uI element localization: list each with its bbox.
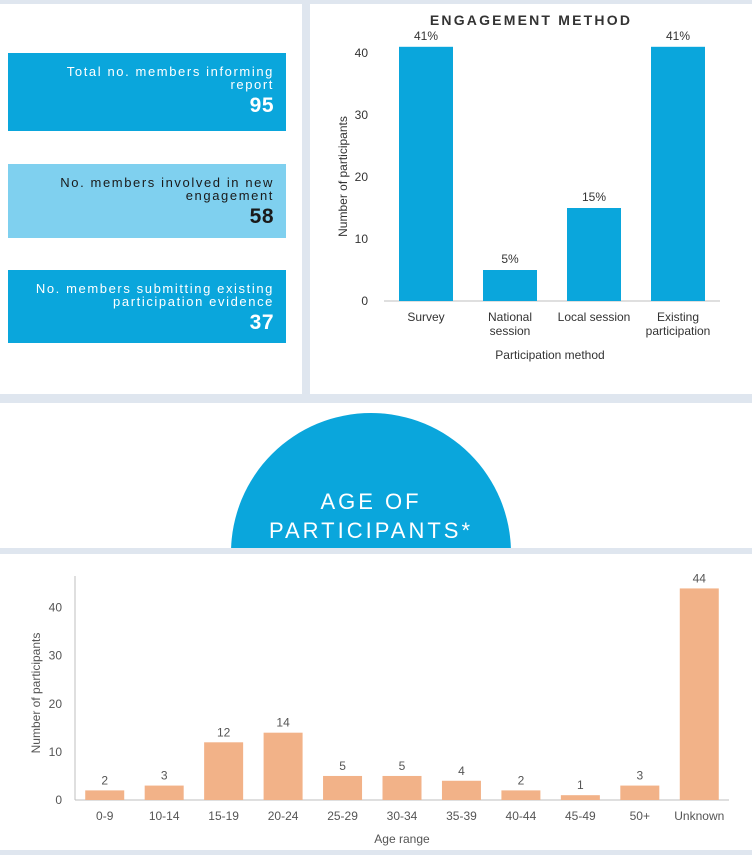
- bar-data-label: 4: [458, 764, 465, 778]
- x-tick-label: 45-49: [565, 809, 596, 823]
- age-title-line2: PARTICIPANTS*: [268, 518, 474, 543]
- stat-box-new-engagement: No. members involved in new engagement 5…: [8, 164, 286, 238]
- y-tick-label: 30: [355, 108, 369, 122]
- y-tick-label: 40: [49, 601, 63, 615]
- bar-data-label: 5: [399, 759, 406, 773]
- bar: [483, 270, 537, 301]
- bar: [399, 46, 453, 301]
- x-tick-label: 20-24: [268, 809, 299, 823]
- bar-data-label: 2: [101, 773, 108, 787]
- x-axis-label: Participation method: [495, 348, 604, 362]
- y-tick-label: 0: [361, 294, 368, 308]
- bar-data-label: 1: [577, 778, 584, 792]
- age-chart: 01020304020-9310-141215-191420-24525-295…: [29, 571, 729, 846]
- bar-data-label: 44: [693, 571, 707, 585]
- bar: [620, 785, 660, 800]
- x-tick-label: 25-29: [327, 809, 358, 823]
- y-tick-label: 0: [55, 793, 62, 807]
- bar: [263, 732, 303, 800]
- bar: [85, 790, 125, 800]
- bar: [204, 742, 244, 800]
- x-tick-label: Unknown: [674, 809, 724, 823]
- y-tick-label: 20: [355, 170, 369, 184]
- bar: [651, 46, 705, 301]
- bar: [144, 785, 184, 800]
- x-tick-label: 40-44: [506, 809, 537, 823]
- bar-data-label: 3: [161, 769, 168, 783]
- bar: [441, 780, 481, 800]
- x-tick-label: 0-9: [96, 809, 114, 823]
- stats-panel: Total no. members informing report 95 No…: [0, 4, 302, 394]
- bar: [501, 790, 541, 800]
- stat-box-existing-evidence: No. members submitting existing particip…: [8, 270, 286, 343]
- bar: [382, 775, 422, 800]
- engagement-chart-panel: ENGAGEMENT METHOD 0 10 20 30 40 41% Survey 5% Nat…: [310, 4, 752, 394]
- y-tick-label: 10: [49, 745, 63, 759]
- bar: [567, 208, 621, 301]
- stat-label: No. members involved in new engagement: [60, 175, 274, 203]
- x-tick-label: 15-19: [208, 809, 239, 823]
- bar: [679, 588, 719, 800]
- y-tick-label: 40: [355, 46, 369, 60]
- engagement-chart: ENGAGEMENT METHOD 0 10 20 30 40 41% Survey 5% Nat…: [336, 12, 720, 362]
- stat-label: No. members submitting existing particip…: [35, 281, 274, 309]
- bar-data-label: 5: [339, 759, 346, 773]
- x-tick-label: participation: [646, 324, 711, 338]
- y-axis-label: Number of participants: [336, 116, 350, 237]
- bar: [323, 775, 363, 800]
- x-tick-label: Survey: [407, 310, 444, 324]
- bar-data-label: 12: [217, 725, 231, 739]
- stat-value: 37: [249, 311, 274, 334]
- bar-data-label: 41%: [414, 29, 438, 43]
- x-tick-label: National: [488, 310, 532, 324]
- y-tick-label: 20: [49, 697, 63, 711]
- x-tick-label: 30-34: [387, 809, 418, 823]
- age-section-title: AGE OF PARTICIPANTS*: [231, 487, 511, 545]
- bar-data-label: 3: [636, 769, 643, 783]
- age-chart-panel: 0 10 20 30 40 2 0-9 3 10-14 12 15-19 14 20-24 5 25-29 5…: [0, 554, 752, 850]
- x-tick-label: Local session: [558, 310, 631, 324]
- stat-value: 95: [249, 94, 274, 117]
- bar-data-label: 14: [276, 716, 290, 730]
- bar-data-label: 41%: [666, 29, 690, 43]
- x-axis-label: Age range: [374, 832, 430, 846]
- y-tick-label: 10: [355, 232, 369, 246]
- y-axis-label: Number of participants: [29, 633, 43, 754]
- x-tick-label: session: [490, 324, 531, 338]
- x-tick-label: 35-39: [446, 809, 477, 823]
- x-tick-label: Existing: [657, 310, 699, 324]
- stat-label: Total no. members informing report: [66, 64, 274, 92]
- bar-data-label: 15%: [582, 190, 606, 204]
- x-tick-label: 10-14: [149, 809, 180, 823]
- stat-box-total-members: Total no. members informing report 95: [8, 53, 286, 131]
- stat-value: 58: [249, 205, 274, 228]
- bar-data-label: 5%: [501, 252, 519, 266]
- bar: [560, 795, 600, 800]
- x-tick-label: 50+: [630, 809, 650, 823]
- bar-data-label: 2: [518, 773, 525, 787]
- y-tick-label: 30: [49, 649, 63, 663]
- age-title-line1: AGE OF: [320, 489, 422, 514]
- age-section-header: AGE OF PARTICIPANTS*: [0, 403, 752, 548]
- chart-title: ENGAGEMENT METHOD: [430, 12, 632, 28]
